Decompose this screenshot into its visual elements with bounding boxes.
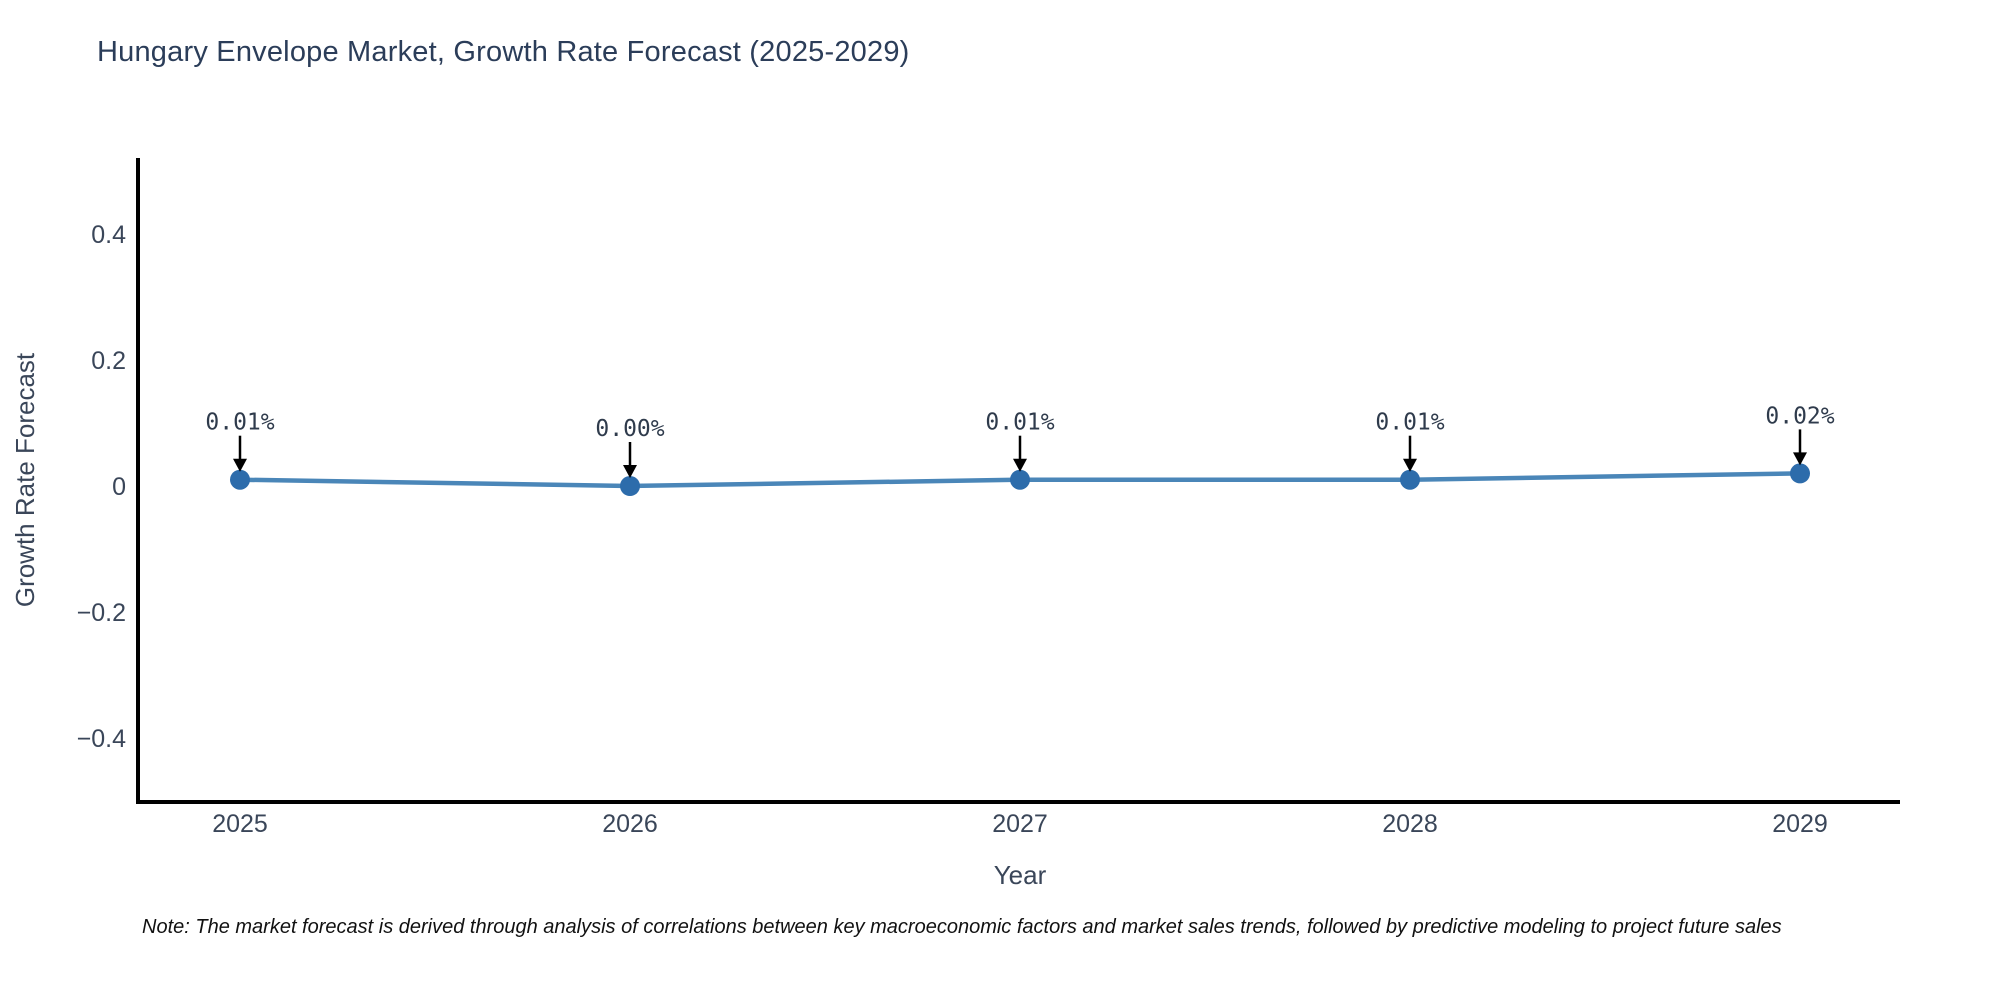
data-point	[230, 469, 250, 490]
y-tick-label: 0	[112, 473, 126, 501]
y-tick-label: 0.4	[91, 221, 126, 249]
data-point	[620, 476, 640, 496]
data-point	[1010, 469, 1030, 490]
annotation-arrow-head	[233, 458, 247, 472]
y-axis-title: Growth Rate Forecast	[10, 352, 40, 607]
data-point	[1790, 463, 1810, 484]
point-value-label: 0.01%	[1375, 410, 1444, 436]
annotation-arrow-head	[1403, 458, 1417, 472]
x-axis-title: Year	[994, 860, 1047, 890]
x-tick-label: 2027	[992, 810, 1048, 838]
x-tick-label: 2025	[212, 810, 268, 838]
point-value-label: 0.01%	[985, 410, 1054, 436]
y-tick-label: 0.2	[91, 347, 126, 375]
y-tick-label: −0.4	[77, 725, 126, 753]
y-tick-label: −0.2	[77, 599, 126, 627]
annotation-arrow-head	[623, 465, 637, 478]
x-tick-label: 2026	[602, 810, 658, 838]
footnote: Note: The market forecast is derived thr…	[142, 916, 1782, 938]
point-value-label: 0.02%	[1765, 403, 1834, 429]
point-value-label: 0.01%	[205, 410, 274, 436]
chart-title: Hungary Envelope Market, Growth Rate For…	[97, 36, 910, 68]
data-point	[1400, 469, 1420, 490]
annotation-arrow-head	[1793, 452, 1807, 466]
x-tick-label: 2029	[1772, 810, 1828, 838]
annotation-arrow-head	[1013, 458, 1027, 472]
x-tick-label: 2028	[1382, 810, 1438, 838]
point-value-label: 0.00%	[595, 416, 664, 442]
